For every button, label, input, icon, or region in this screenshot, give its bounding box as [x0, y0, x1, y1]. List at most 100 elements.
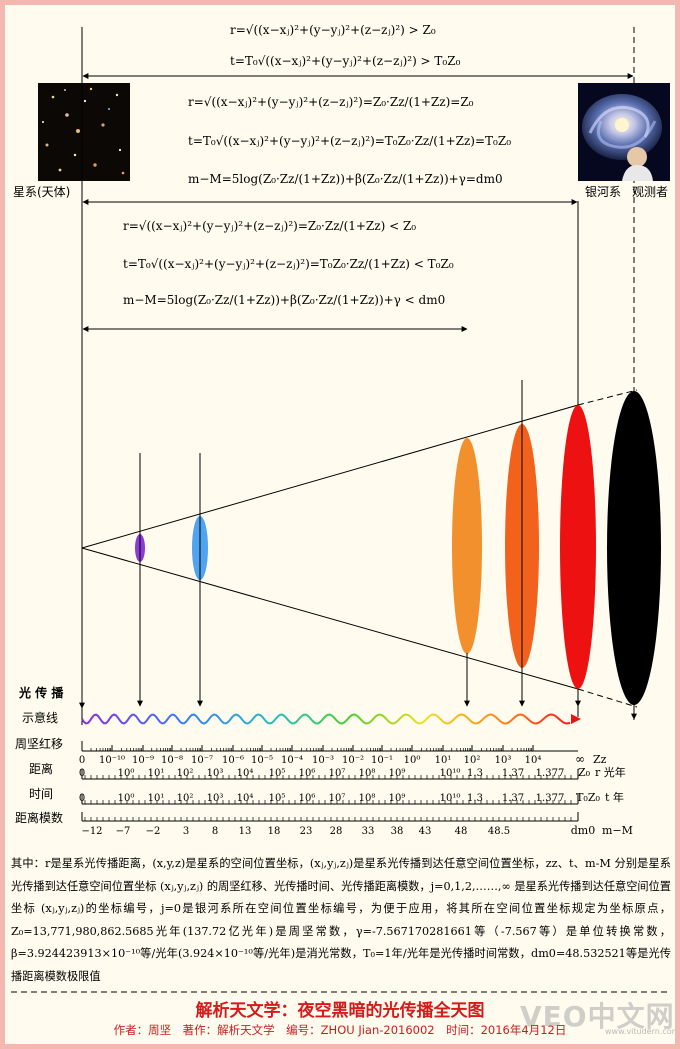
time-tick-label: 10⁷ [329, 793, 346, 804]
redshift-tick-label: 10⁻⁹ [132, 755, 154, 766]
redshift-tick-label: 10² [464, 755, 481, 766]
diagram-title: 解析天文学：夜空黑暗的光传播全天图 [195, 1001, 485, 1021]
redshift-tick-label: 10⁻⁷ [191, 755, 213, 766]
label-modulus: 距离模数 [15, 810, 63, 825]
schematic-wave-arrowhead [571, 714, 581, 724]
eq-low-r: r=√((x−xⱼ)²+(y−yⱼ)²+(z−zⱼ)²)=Z₀·Zz/(1+Zz… [123, 219, 416, 233]
eq-mid-r: r=√((x−xⱼ)²+(y−yⱼ)²+(z−zⱼ)²)=Z₀·Zz/(1+Zz… [188, 95, 474, 109]
diagram-frame: r=√((x−xⱼ)²+(y−yⱼ)²+(z−zⱼ)²) > Z₀ t=T₀√(… [5, 5, 675, 1044]
redshift-tick-label: 10⁻⁵ [251, 755, 273, 766]
modulus-tick-label: 28 [330, 826, 343, 837]
modulus-tick-label: 48.5 [488, 826, 510, 837]
wavefront-ellipse-6 [607, 391, 661, 705]
eq-mid-t: t=T₀√((x−xⱼ)²+(y−yⱼ)²+(z−zⱼ)²)=T₀Z₀·Zz/(… [188, 134, 511, 148]
time-tick-label: 10⁸ [359, 793, 376, 804]
time-tick-label: 10⁰ [118, 793, 135, 804]
distance-end-label: Z₀ [578, 766, 591, 779]
eq-top-t: t=T₀√((x−xⱼ)²+(y−yⱼ)²+(z−zⱼ)²) > T₀Z₀ [230, 54, 461, 68]
modulus-tick-label: −12 [81, 826, 102, 837]
redshift-tick-label: 10⁴ [525, 755, 542, 766]
label-time: 时间 [29, 787, 53, 801]
distance-tick-label: 1.377 [536, 768, 565, 779]
label-galaxy: 星系(天体) [13, 185, 70, 199]
watermark: VEO中文网 [520, 1000, 675, 1033]
cone-lower-dashed [577, 688, 638, 708]
label-observer: 观测者 [632, 185, 668, 199]
redshift-tick-label: 10⁻⁸ [161, 755, 183, 766]
time-tick-label: 10⁶ [299, 793, 316, 804]
distance-tick-label: 1.37 [502, 768, 524, 779]
galaxy-image [38, 83, 130, 181]
time-tick-label: 10⁹ [389, 793, 406, 804]
schematic-wave [81, 713, 571, 725]
modulus-tick-label: 33 [362, 826, 375, 837]
modulus-tick-label: 43 [419, 826, 432, 837]
redshift-tick-label: 10⁻⁴ [281, 755, 303, 766]
modulus-tick-label: 23 [300, 826, 313, 837]
label-redshift: 周坚红移 [15, 736, 63, 751]
time-tick-label: 10⁵ [269, 793, 286, 804]
distance-tick-label: 10⁵ [269, 768, 286, 779]
redshift-tick-label: 10³ [495, 755, 512, 766]
wavefront-ellipse-5 [560, 405, 596, 689]
cone-upper-dashed [577, 389, 638, 406]
distance-tick-label: 10⁹ [389, 768, 406, 779]
time-tick-label: 10¹⁰ [440, 793, 461, 804]
time-tick-label: 10³ [207, 793, 224, 804]
diagram-canvas: r=√((x−xⱼ)²+(y−yⱼ)²+(z−zⱼ)²) > Z₀ t=T₀√(… [11, 23, 670, 993]
label-distance: 距离 [29, 761, 53, 776]
cone-lower-edge [81, 547, 579, 690]
redshift-tick-label: 10⁻⁶ [222, 755, 244, 766]
watermark-url: www.vitudern.com [605, 1027, 675, 1036]
modulus-tick-label: −2 [146, 826, 161, 837]
label-light-prop: 光 传 播 [18, 685, 64, 700]
time-tick-label: 10² [177, 793, 194, 804]
redshift-tick-label: 10⁰ [404, 755, 421, 766]
time-tick-label: 10⁴ [237, 793, 254, 804]
scales-group: 10⁻¹⁰ 10⁻⁹ 10⁻⁸ 10⁻⁷ 10⁻⁶ 10⁻⁵ 10⁻⁴ 10⁻³ 10⁻² 10⁻… [79, 741, 633, 837]
redshift-unit-label: Zz [593, 753, 607, 766]
distance-tick-label: 10⁶ [299, 768, 316, 779]
redshift-tick-label: 0 [79, 755, 85, 766]
redshift-tick-label: 10⁻³ [312, 755, 334, 766]
modulus-tick-label: 13 [239, 826, 252, 837]
distance-tick-label: 1.3 [467, 768, 483, 779]
label-milky-way: 银河系 [585, 185, 621, 199]
time-tick-label: 0 [79, 793, 85, 804]
time-tick-label: 1.3 [467, 793, 483, 804]
explanation-note: 其中：r是星系光传播距离，(x,y,z)是星系的空间位置坐标，(xⱼ,yⱼ,zⱼ… [11, 857, 671, 983]
distance-unit-label: r 光年 [595, 765, 626, 779]
distance-tick-label: 10¹ [148, 768, 165, 779]
distance-tick-label: 0 [79, 768, 85, 779]
wavefront-ellipse-3 [452, 438, 482, 654]
distance-tick-label: 10⁸ [359, 768, 376, 779]
author-line: 作者：周坚 著作：解析天文学 编号：ZHOU Jian-2016002 时间：2… [113, 1023, 567, 1037]
eq-low-m: m−M=5log(Z₀·Zz/(1+Zz))+β(Z₀·Zz/(1+Zz))+γ… [123, 293, 445, 307]
milky-way-image [578, 83, 670, 181]
modulus-tick-label: 38 [391, 826, 404, 837]
redshift-end-label: ∞ [575, 752, 585, 766]
distance-tick-label: 10⁰ [118, 768, 135, 779]
distance-tick-label: 10⁴ [237, 768, 254, 779]
time-end-label: T₀Z₀ [576, 791, 600, 804]
time-tick-label: 10¹ [148, 793, 165, 804]
modulus-tick-label: −7 [116, 826, 131, 837]
eq-top-r: r=√((x−xⱼ)²+(y−yⱼ)²+(z−zⱼ)²) > Z₀ [230, 23, 436, 37]
modulus-unit-label: m−M [602, 824, 633, 837]
redshift-tick-label: 10¹ [435, 755, 452, 766]
redshift-tick-label: 10⁻¹ [371, 755, 393, 766]
distance-tick-label: 10⁷ [329, 768, 346, 779]
modulus-tick-label: 18 [268, 826, 281, 837]
label-schematic: 示意线 [22, 710, 58, 725]
eq-mid-m: m−M=5log(Z₀·Zz/(1+Zz))+β(Z₀·Zz/(1+Zz))+γ… [188, 172, 503, 186]
distance-tick-label: 10³ [207, 768, 224, 779]
cone-upper-edge [81, 404, 579, 549]
redshift-tick-label: 10⁻² [342, 755, 364, 766]
modulus-tick-label: 8 [212, 826, 218, 837]
distance-tick-label: 10² [177, 768, 194, 779]
redshift-tick-label: 10⁻¹⁰ [99, 755, 125, 766]
time-unit-label: t 年 [605, 790, 624, 804]
time-tick-label: 1.37 [502, 793, 524, 804]
modulus-tick-label: 3 [183, 826, 189, 837]
modulus-tick-label: 48 [455, 826, 468, 837]
